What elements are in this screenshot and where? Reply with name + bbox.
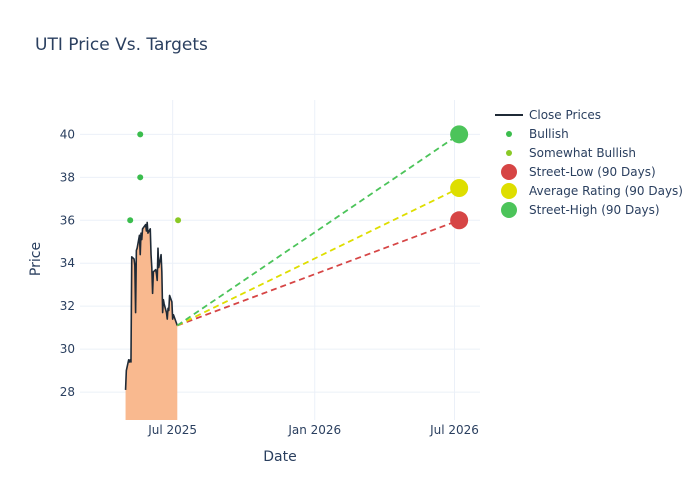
street-low-days-target-line [176,219,460,327]
bullish-rating-point [137,174,144,181]
average-rating-days-target-line [176,187,460,327]
somewhat-bullish-legend-swatch [506,150,512,156]
close-price-line [124,221,179,390]
x-axis-title: Date [263,449,296,465]
y-tick-label: 32 [60,299,75,313]
legend[interactable]: Close Prices Bullish Somewhat Bullish Stree… [495,108,683,218]
y-tick-label: 40 [60,127,75,141]
street-high-days-legend-swatch [501,202,517,218]
close-price-area [125,222,178,420]
street-high-days-legend-label: Street-High (90 Days) [529,203,660,217]
x-tick-label: Jul 2026 [429,423,479,437]
street-high-days-target-marker [450,125,469,144]
somewhat-bullish-legend-label: Somewhat Bullish [529,146,636,160]
bullish-rating-point [127,217,134,224]
close-price-line-layer [124,221,179,390]
y-tick-label: 36 [60,213,75,227]
bullish-legend-swatch [506,131,512,137]
y-tick-label: 30 [60,342,75,356]
rating-markers-layer [127,131,182,224]
y-tick-label: 38 [60,170,75,184]
somewhat-bullish-rating-point [175,217,182,224]
street-low-days-legend-label: Street-Low (90 Days) [529,165,656,179]
street-high-days-target-line [176,133,460,327]
axis-ticks-layer: 28 30 32 34 36 38 40 Jul 2025 Jan 2026 Jul 2026 [60,127,479,437]
y-axis-title: Price [28,242,44,276]
x-tick-label: Jul 2025 [147,423,197,437]
average-rating-days-legend-swatch [501,183,517,199]
bullish-legend-label: Bullish [529,127,569,141]
average-rating-days-legend-label: Average Rating (90 Days) [529,184,683,198]
close-prices-legend-label: Close Prices [529,108,601,122]
street-low-days-target-marker [450,211,469,230]
target-lines-layer [176,125,469,327]
chart-title: UTI Price Vs. Targets [35,35,208,55]
average-rating-days-target-marker [450,179,469,198]
close-price-area-layer [125,222,178,420]
x-tick-label: Jan 2026 [287,423,341,437]
street-low-days-legend-swatch [501,164,517,180]
y-tick-label: 34 [60,256,75,270]
bullish-rating-point [137,131,144,138]
y-tick-label: 28 [60,385,75,399]
